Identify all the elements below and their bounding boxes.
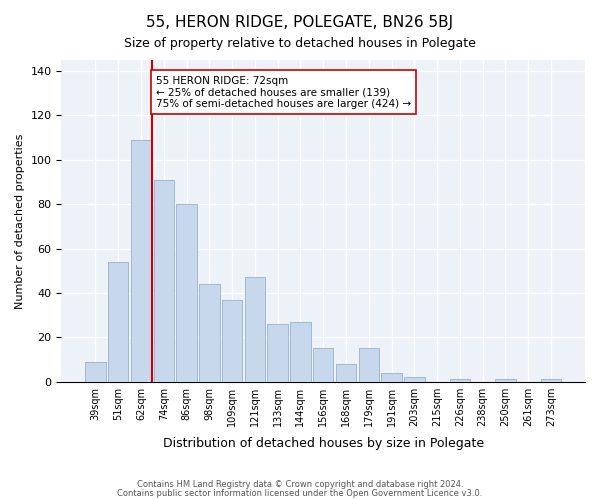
X-axis label: Distribution of detached houses by size in Polegate: Distribution of detached houses by size … xyxy=(163,437,484,450)
Bar xyxy=(108,262,128,382)
Text: 55 HERON RIDGE: 72sqm
← 25% of detached houses are smaller (139)
75% of semi-det: 55 HERON RIDGE: 72sqm ← 25% of detached … xyxy=(156,76,411,108)
Bar xyxy=(85,362,106,382)
Bar xyxy=(449,380,470,382)
Bar xyxy=(541,380,561,382)
Bar xyxy=(495,380,515,382)
Bar xyxy=(176,204,197,382)
Text: Size of property relative to detached houses in Polegate: Size of property relative to detached ho… xyxy=(124,38,476,51)
Text: 55, HERON RIDGE, POLEGATE, BN26 5BJ: 55, HERON RIDGE, POLEGATE, BN26 5BJ xyxy=(146,15,454,30)
Text: Contains public sector information licensed under the Open Government Licence v3: Contains public sector information licen… xyxy=(118,489,482,498)
Text: Contains HM Land Registry data © Crown copyright and database right 2024.: Contains HM Land Registry data © Crown c… xyxy=(137,480,463,489)
Bar xyxy=(359,348,379,382)
Y-axis label: Number of detached properties: Number of detached properties xyxy=(15,133,25,308)
Bar xyxy=(381,373,402,382)
Bar xyxy=(222,300,242,382)
Bar xyxy=(154,180,174,382)
Bar xyxy=(313,348,334,382)
Bar xyxy=(199,284,220,382)
Bar xyxy=(404,377,425,382)
Bar xyxy=(336,364,356,382)
Bar xyxy=(268,324,288,382)
Bar xyxy=(245,278,265,382)
Bar xyxy=(290,322,311,382)
Bar xyxy=(131,140,151,382)
